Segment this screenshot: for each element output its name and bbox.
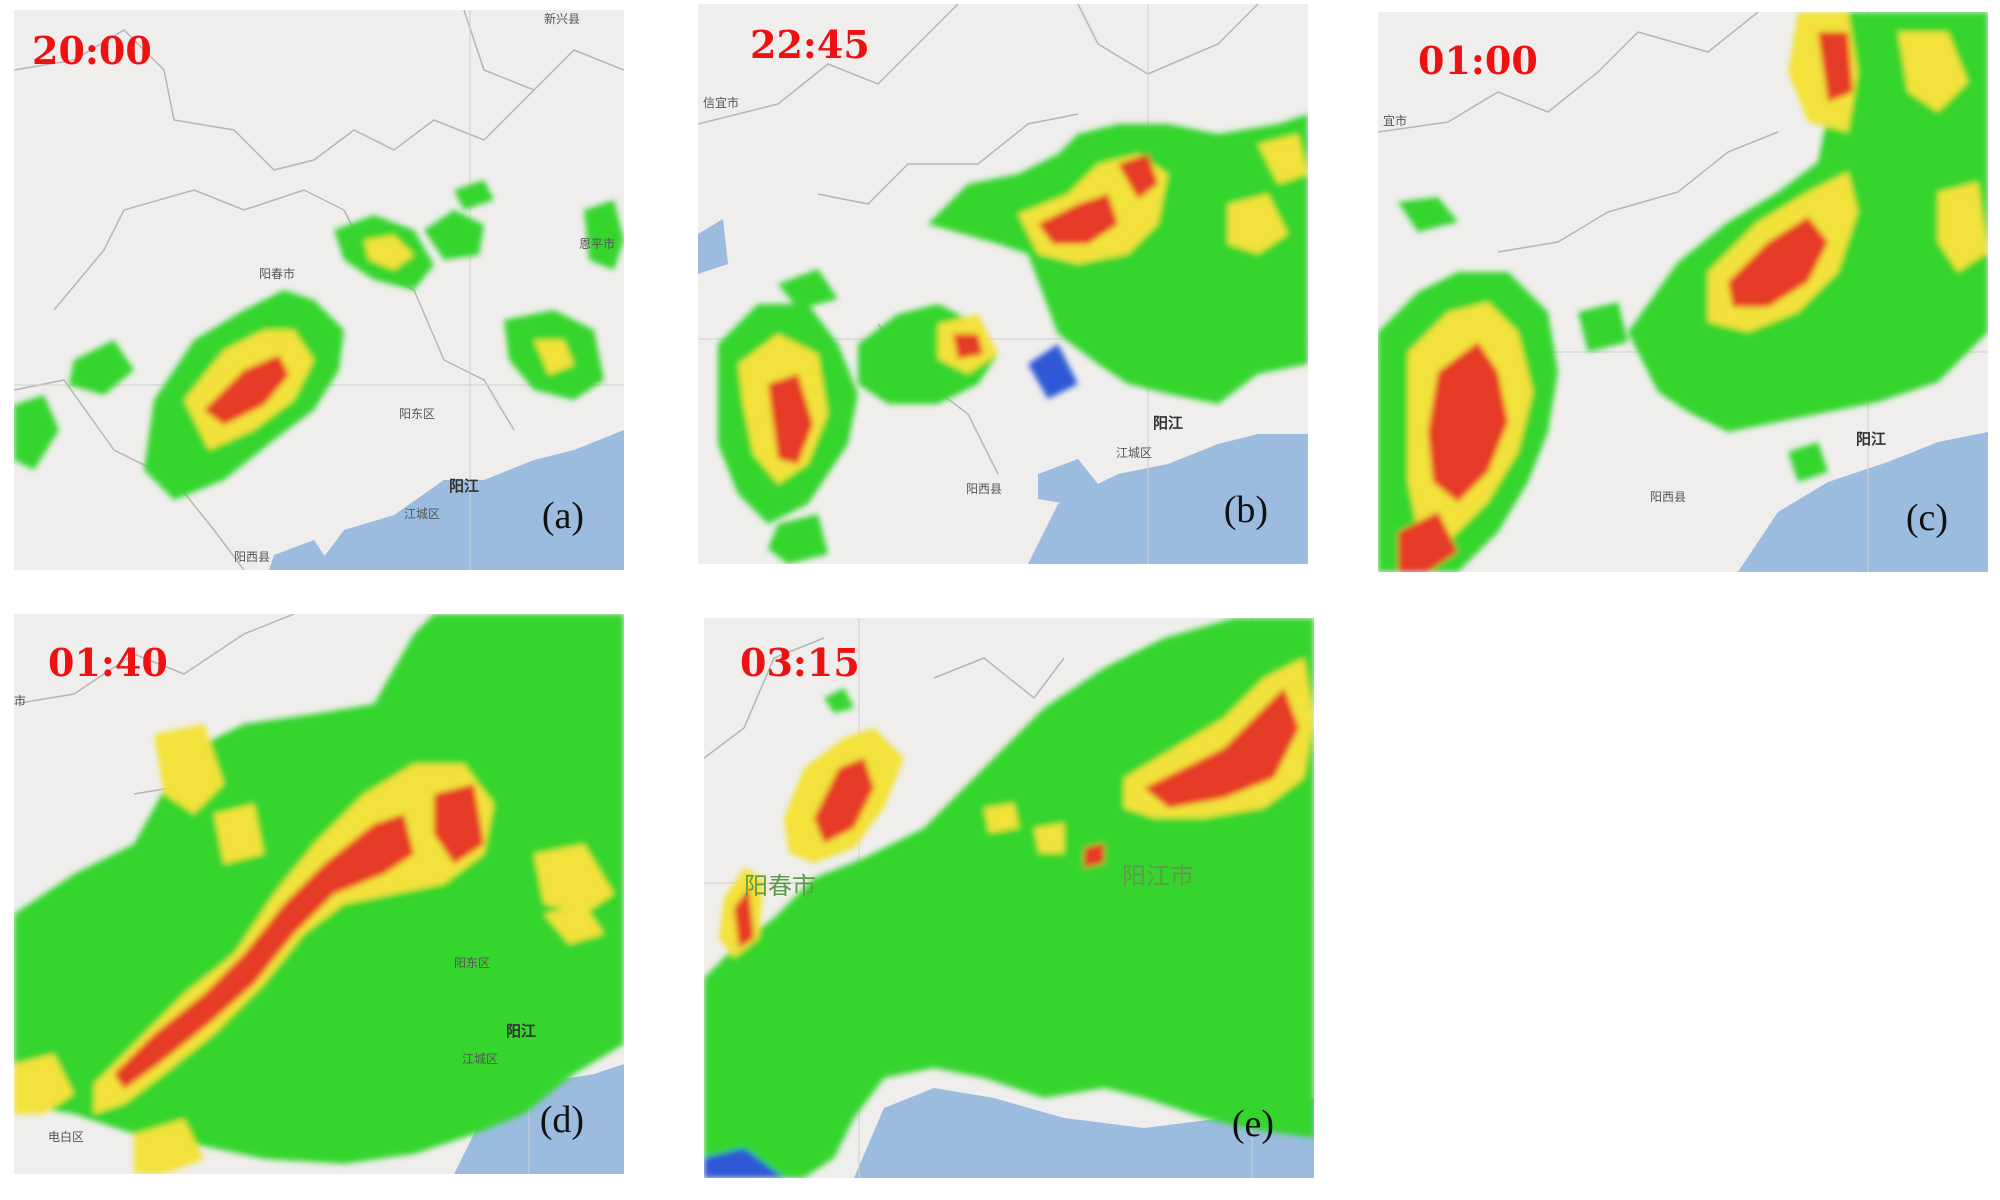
radar-map-a <box>14 10 624 570</box>
time-label: 01:40 <box>48 640 168 685</box>
place-label: 宜市 <box>1383 114 1408 128</box>
place-label: 江城区 <box>1116 446 1153 460</box>
radar-panel-a: 20:00 (a) 新兴县 阳春市 阳东区 阳江 江城区 阳西县 恩平市 <box>14 10 624 570</box>
place-label: 江城区 <box>462 1052 499 1066</box>
place-label: 阳西县 <box>234 550 271 564</box>
place-label: 阳江市 <box>1122 862 1194 890</box>
time-label: 01:00 <box>1418 38 1538 83</box>
radar-map-e <box>704 618 1314 1178</box>
time-label: 03:15 <box>740 640 860 685</box>
place-label: 市 <box>14 694 27 708</box>
time-label: 22:45 <box>750 22 870 67</box>
place-label: 阳江 <box>449 477 480 495</box>
radar-map-d <box>14 614 624 1174</box>
panel-tag: (d) <box>539 1099 584 1141</box>
radar-panel-d: 01:40 (d) 市 阳东区 阳江 江城区 电白区 <box>14 614 624 1174</box>
time-label: 20:00 <box>32 28 152 73</box>
place-label: 阳春市 <box>259 267 296 281</box>
radar-panel-e: 03:15 (e) 阳春市 阳江市 <box>704 618 1314 1178</box>
place-label: 电白区 <box>48 1130 85 1144</box>
panel-tag: (b) <box>1223 489 1268 531</box>
panel-tag: (a) <box>541 495 584 537</box>
place-label: 恩平市 <box>579 237 616 251</box>
place-label: 阳江 <box>506 1022 537 1040</box>
place-label: 阳东区 <box>454 956 491 970</box>
place-label: 阳江 <box>1856 430 1887 448</box>
place-label: 阳西县 <box>966 482 1003 496</box>
radar-map-c <box>1378 12 1988 572</box>
place-label: 新兴县 <box>544 12 581 26</box>
radar-panel-c: 01:00 (c) 宜市 阳江 阳西县 <box>1378 12 1988 572</box>
place-label: 信宜市 <box>703 96 740 110</box>
panel-tag: (e) <box>1231 1103 1274 1145</box>
radar-panel-b: 22:45 (b) 信宜市 阳江 江城区 阳西县 <box>698 4 1308 564</box>
place-label: 江城区 <box>404 507 441 521</box>
place-label: 阳东区 <box>399 407 436 421</box>
place-label: 阳西县 <box>1650 490 1687 504</box>
place-label: 阳春市 <box>744 872 816 900</box>
radar-map-b <box>698 4 1308 564</box>
place-label: 阳江 <box>1153 414 1184 432</box>
panel-tag: (c) <box>1905 497 1948 539</box>
